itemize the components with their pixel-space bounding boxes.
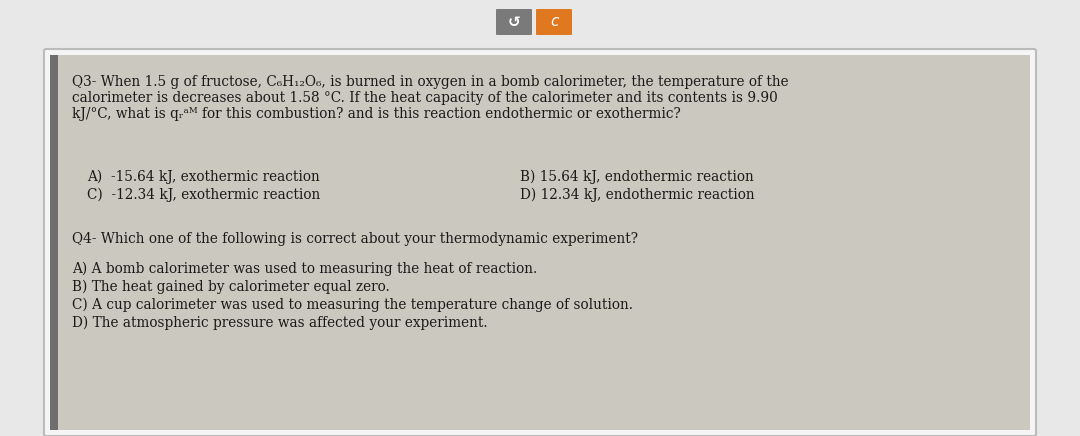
Text: B) 15.64 kJ, endothermic reaction: B) 15.64 kJ, endothermic reaction [519,170,754,184]
Text: c: c [550,14,558,30]
Text: calorimeter is decreases about 1.58 °C. If the heat capacity of the calorimeter : calorimeter is decreases about 1.58 °C. … [72,91,778,105]
Text: ↺: ↺ [508,14,521,30]
Text: C) A cup calorimeter was used to measuring the temperature change of solution.: C) A cup calorimeter was used to measuri… [72,298,633,312]
Bar [50,55,58,430]
Text: A)  -15.64 kJ, exothermic reaction: A) -15.64 kJ, exothermic reaction [87,170,320,184]
Text: B) The heat gained by calorimeter equal zero.: B) The heat gained by calorimeter equal … [72,280,390,294]
Text: D) The atmospheric pressure was affected your experiment.: D) The atmospheric pressure was affected… [72,316,488,330]
Text: Q4- Which one of the following is correct about your thermodynamic experiment?: Q4- Which one of the following is correc… [72,232,638,246]
FancyBboxPatch shape [536,9,572,35]
Text: Q3- When 1.5 g of fructose, C₆H₁₂O₆, is burned in oxygen in a bomb calorimeter, : Q3- When 1.5 g of fructose, C₆H₁₂O₆, is … [72,75,788,89]
FancyBboxPatch shape [50,55,1030,430]
Text: D) 12.34 kJ, endothermic reaction: D) 12.34 kJ, endothermic reaction [519,188,755,202]
Text: A) A bomb calorimeter was used to measuring the heat of reaction.: A) A bomb calorimeter was used to measur… [72,262,537,276]
Text: kJ/°C, what is qᵣᵃᴹ for this combustion? and is this reaction endothermic or exo: kJ/°C, what is qᵣᵃᴹ for this combustion?… [72,107,680,121]
Text: C)  -12.34 kJ, exothermic reaction: C) -12.34 kJ, exothermic reaction [87,188,321,202]
FancyBboxPatch shape [44,49,1036,436]
FancyBboxPatch shape [496,9,532,35]
